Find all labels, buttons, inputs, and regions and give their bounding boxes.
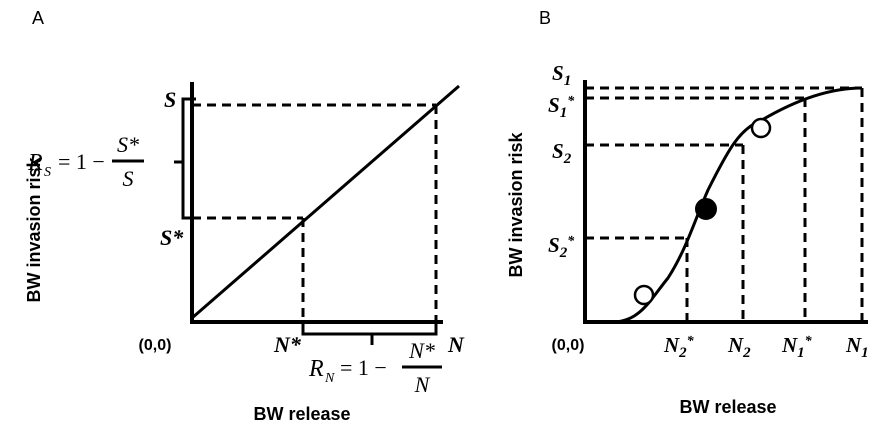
panel-b-s1star-label: S1* <box>548 93 575 121</box>
panel-b-x-axis-title: BW release <box>679 397 776 417</box>
panel-a-rs-formula: R S = 1 − S* S <box>27 132 144 191</box>
rn-formula-eq: = 1 − <box>340 355 387 380</box>
panel-b-n1star-label: N1* <box>781 333 813 361</box>
panel-a-x-axis-title: BW release <box>253 404 350 424</box>
panel-a-origin-label: (0,0) <box>139 337 172 354</box>
panel-b-n2star-label: N2* <box>663 333 695 361</box>
rn-formula-lhs: R <box>308 356 324 382</box>
rn-formula-sub: N <box>324 371 335 386</box>
panel-b-open-marker-high <box>750 117 772 139</box>
panel-a-rn-brace <box>301 322 438 336</box>
panel-b-origin-label: (0,0) <box>552 337 585 354</box>
panel-b-n1-label: N1 <box>845 333 869 361</box>
panel-b-sigmoid-curve <box>611 86 863 324</box>
panel-b-filled-marker <box>695 198 717 220</box>
panel-b-label: B <box>539 8 551 28</box>
panel-a-nstar-label: N* <box>273 332 302 357</box>
panel-b-y-axis-title: BW invasion risk <box>506 131 526 277</box>
panel-b-x-labels: N2* N2 N1* N1 <box>663 333 869 361</box>
panel-a-sstar-label: S* <box>160 225 184 250</box>
rs-formula-lhs: R <box>27 150 43 176</box>
rs-formula-eq: = 1 − <box>58 149 105 174</box>
panel-b-s2star-label: S2* <box>548 233 575 261</box>
panel-b-y-labels: S1 S1* S2 S2* <box>548 61 575 261</box>
panel-a-n-label: N <box>447 332 465 357</box>
rs-formula-denominator: S <box>123 166 134 191</box>
panel-a-rs-brace <box>181 97 196 220</box>
panel-a-y-axis-title: BW invasion risk <box>24 156 44 302</box>
rn-formula-denominator: N <box>414 372 431 397</box>
rs-formula-numerator: S* <box>117 132 139 157</box>
panel-b-s2-label: S2 <box>552 139 572 167</box>
rs-formula-sub: S <box>44 165 51 180</box>
rn-formula-numerator: N* <box>408 338 435 363</box>
panel-a-label: A <box>32 8 44 28</box>
panel-a-rn-formula: R N = 1 − N* N <box>308 338 442 397</box>
panel-b-s1-label: S1 <box>552 61 571 89</box>
panel-a-linear-line <box>191 84 460 320</box>
panel-a-s-label: S <box>164 87 176 112</box>
panel-b-open-marker-low <box>633 284 655 306</box>
panel-b-n2-label: N2 <box>727 333 751 361</box>
